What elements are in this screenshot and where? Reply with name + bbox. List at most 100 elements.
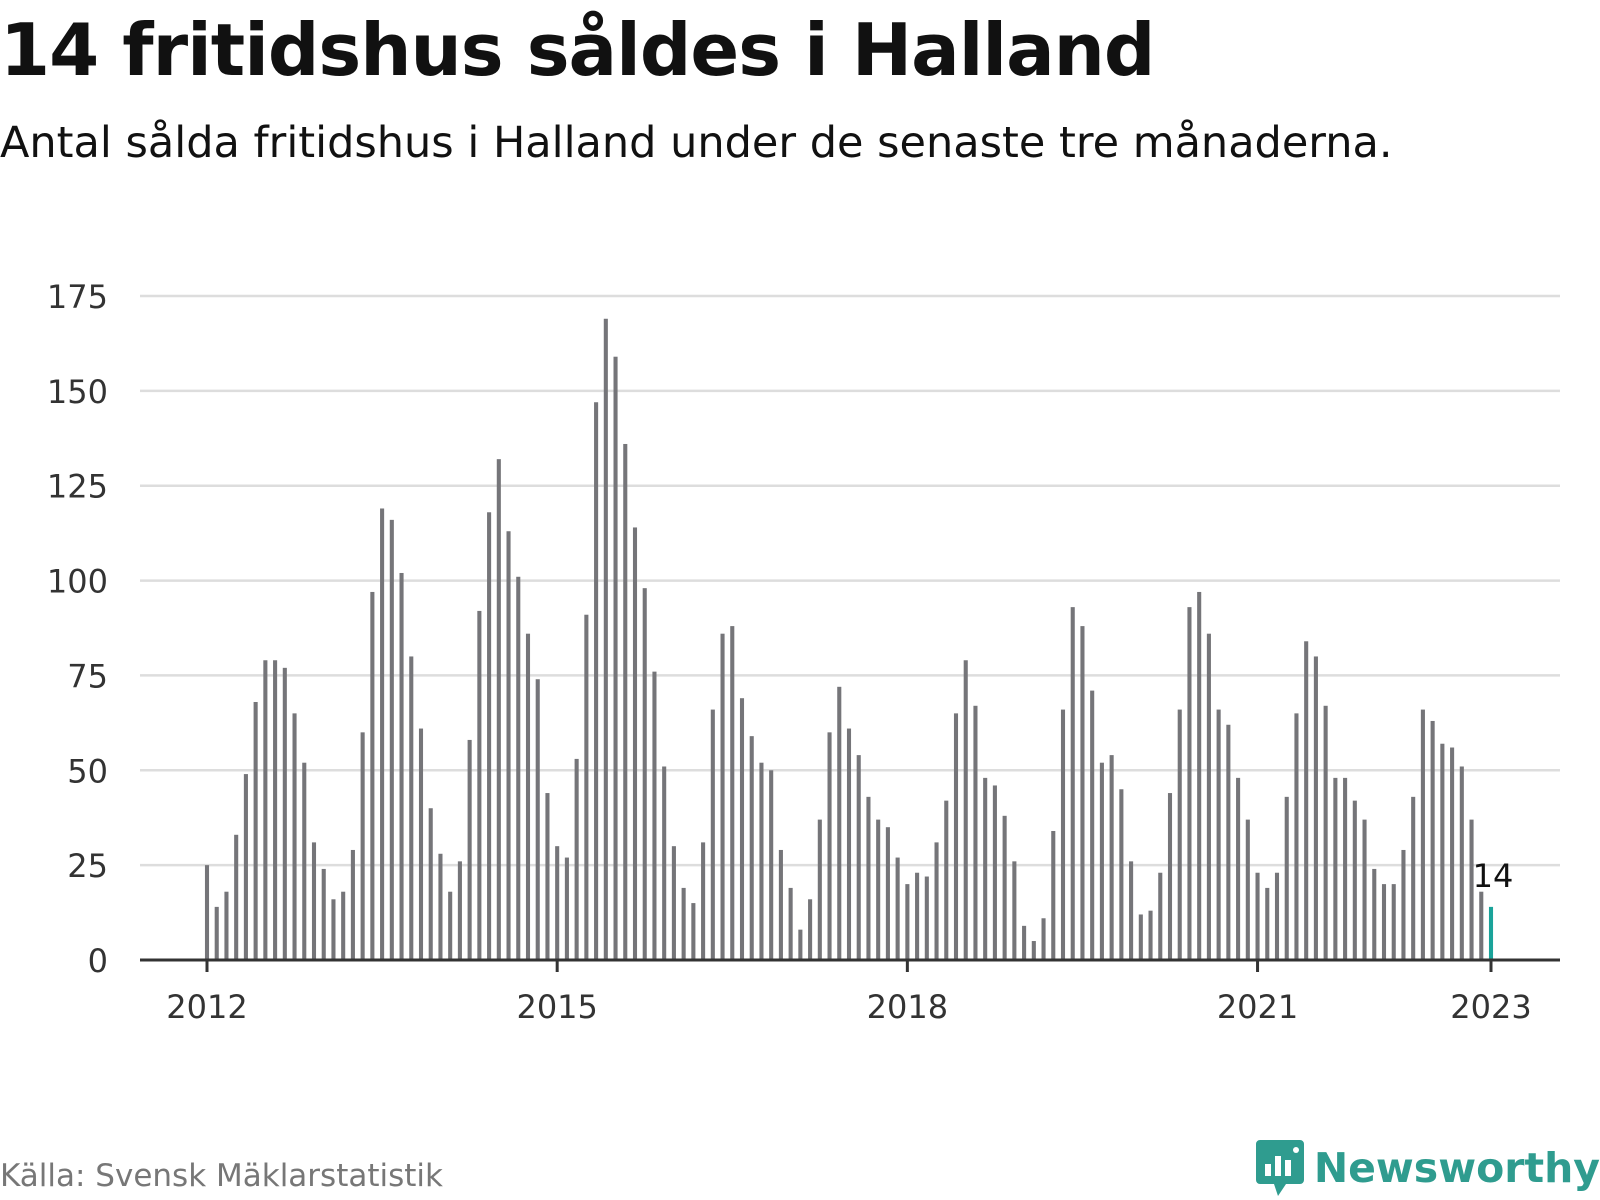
bar <box>1469 819 1474 960</box>
bar <box>915 872 920 960</box>
bar <box>545 793 550 960</box>
bar <box>380 508 385 960</box>
bar <box>477 610 482 960</box>
bar <box>418 728 424 960</box>
bar <box>710 709 715 960</box>
bar <box>691 903 696 960</box>
bar <box>662 766 667 960</box>
bar <box>827 732 832 960</box>
bar <box>1411 796 1416 960</box>
bar <box>895 857 900 960</box>
bar <box>214 906 219 960</box>
bar <box>759 762 764 960</box>
x-tick-label: 2023 <box>1450 988 1531 1026</box>
bar <box>535 679 540 960</box>
bar <box>846 728 852 960</box>
bar <box>681 887 686 960</box>
y-tick-label: 75 <box>67 657 108 695</box>
bar <box>642 588 647 960</box>
bar <box>778 849 783 960</box>
bar <box>282 667 287 960</box>
bar <box>525 633 531 960</box>
bar <box>311 842 317 960</box>
bar <box>584 614 589 960</box>
bar <box>1177 709 1182 960</box>
bar <box>564 857 569 960</box>
bar <box>1420 709 1425 960</box>
bar <box>1060 709 1066 960</box>
brand-name: Newsworthy <box>1313 1144 1600 1192</box>
bar <box>1226 724 1231 960</box>
bar <box>885 827 890 960</box>
x-tick-label: 2021 <box>1217 988 1298 1026</box>
bar <box>730 626 735 960</box>
data-labels: 14 <box>1473 857 1514 895</box>
bar <box>749 736 754 960</box>
bar <box>837 686 842 960</box>
bar <box>1197 591 1202 960</box>
bar-highlight <box>1488 906 1494 960</box>
bar <box>292 713 297 960</box>
bar <box>399 572 404 960</box>
last-value-label: 14 <box>1473 857 1514 895</box>
bar <box>321 868 326 960</box>
bar <box>331 899 336 960</box>
bar <box>1401 849 1406 960</box>
bar <box>1167 793 1173 960</box>
bar <box>1216 709 1221 960</box>
bar <box>739 698 745 960</box>
bar <box>671 846 676 960</box>
bar <box>263 660 268 960</box>
bar <box>1090 690 1095 960</box>
bar <box>506 531 511 960</box>
bar <box>1294 713 1299 960</box>
bar <box>769 770 774 960</box>
bar <box>1391 884 1396 960</box>
bar <box>1245 819 1250 960</box>
bar <box>1265 887 1270 960</box>
bar <box>924 876 929 960</box>
chart-subtitle: Antal sålda fritidshus i Halland under d… <box>0 118 1393 168</box>
bar <box>973 705 978 960</box>
bar <box>594 402 599 960</box>
bar <box>243 774 248 960</box>
y-tick-label: 25 <box>67 847 108 885</box>
bar <box>1313 656 1318 960</box>
y-tick-label: 125 <box>47 468 108 506</box>
bars <box>204 318 1494 960</box>
y-tick-label: 150 <box>47 373 108 411</box>
x-tick-label: 2015 <box>516 988 597 1026</box>
bar <box>370 591 375 960</box>
bar <box>1323 705 1328 960</box>
bar <box>1352 800 1357 960</box>
bar <box>934 842 939 960</box>
bar <box>448 891 453 960</box>
bar <box>1041 918 1046 960</box>
bar <box>876 819 881 960</box>
bar <box>1148 910 1153 960</box>
brand-logo: Newsworthy <box>1255 1140 1600 1196</box>
bar <box>1080 626 1085 960</box>
bar <box>1051 830 1056 960</box>
x-tick-label: 2012 <box>166 988 247 1026</box>
bar <box>905 884 910 960</box>
bar <box>720 633 725 960</box>
bar <box>1109 755 1114 960</box>
bar <box>1479 891 1484 960</box>
bar <box>409 656 414 960</box>
bar <box>1430 720 1435 960</box>
bar <box>224 891 229 960</box>
bar <box>983 777 988 960</box>
bar <box>652 671 657 960</box>
bar <box>1372 868 1377 960</box>
bar <box>1129 861 1134 960</box>
bar <box>1119 789 1124 960</box>
bar <box>1450 747 1455 960</box>
bar <box>496 459 501 960</box>
bar <box>1070 607 1075 960</box>
bar <box>574 758 579 960</box>
bar <box>963 660 968 960</box>
x-tick-label: 2018 <box>867 988 948 1026</box>
bar <box>360 732 365 960</box>
y-tick-label: 175 <box>47 278 108 316</box>
